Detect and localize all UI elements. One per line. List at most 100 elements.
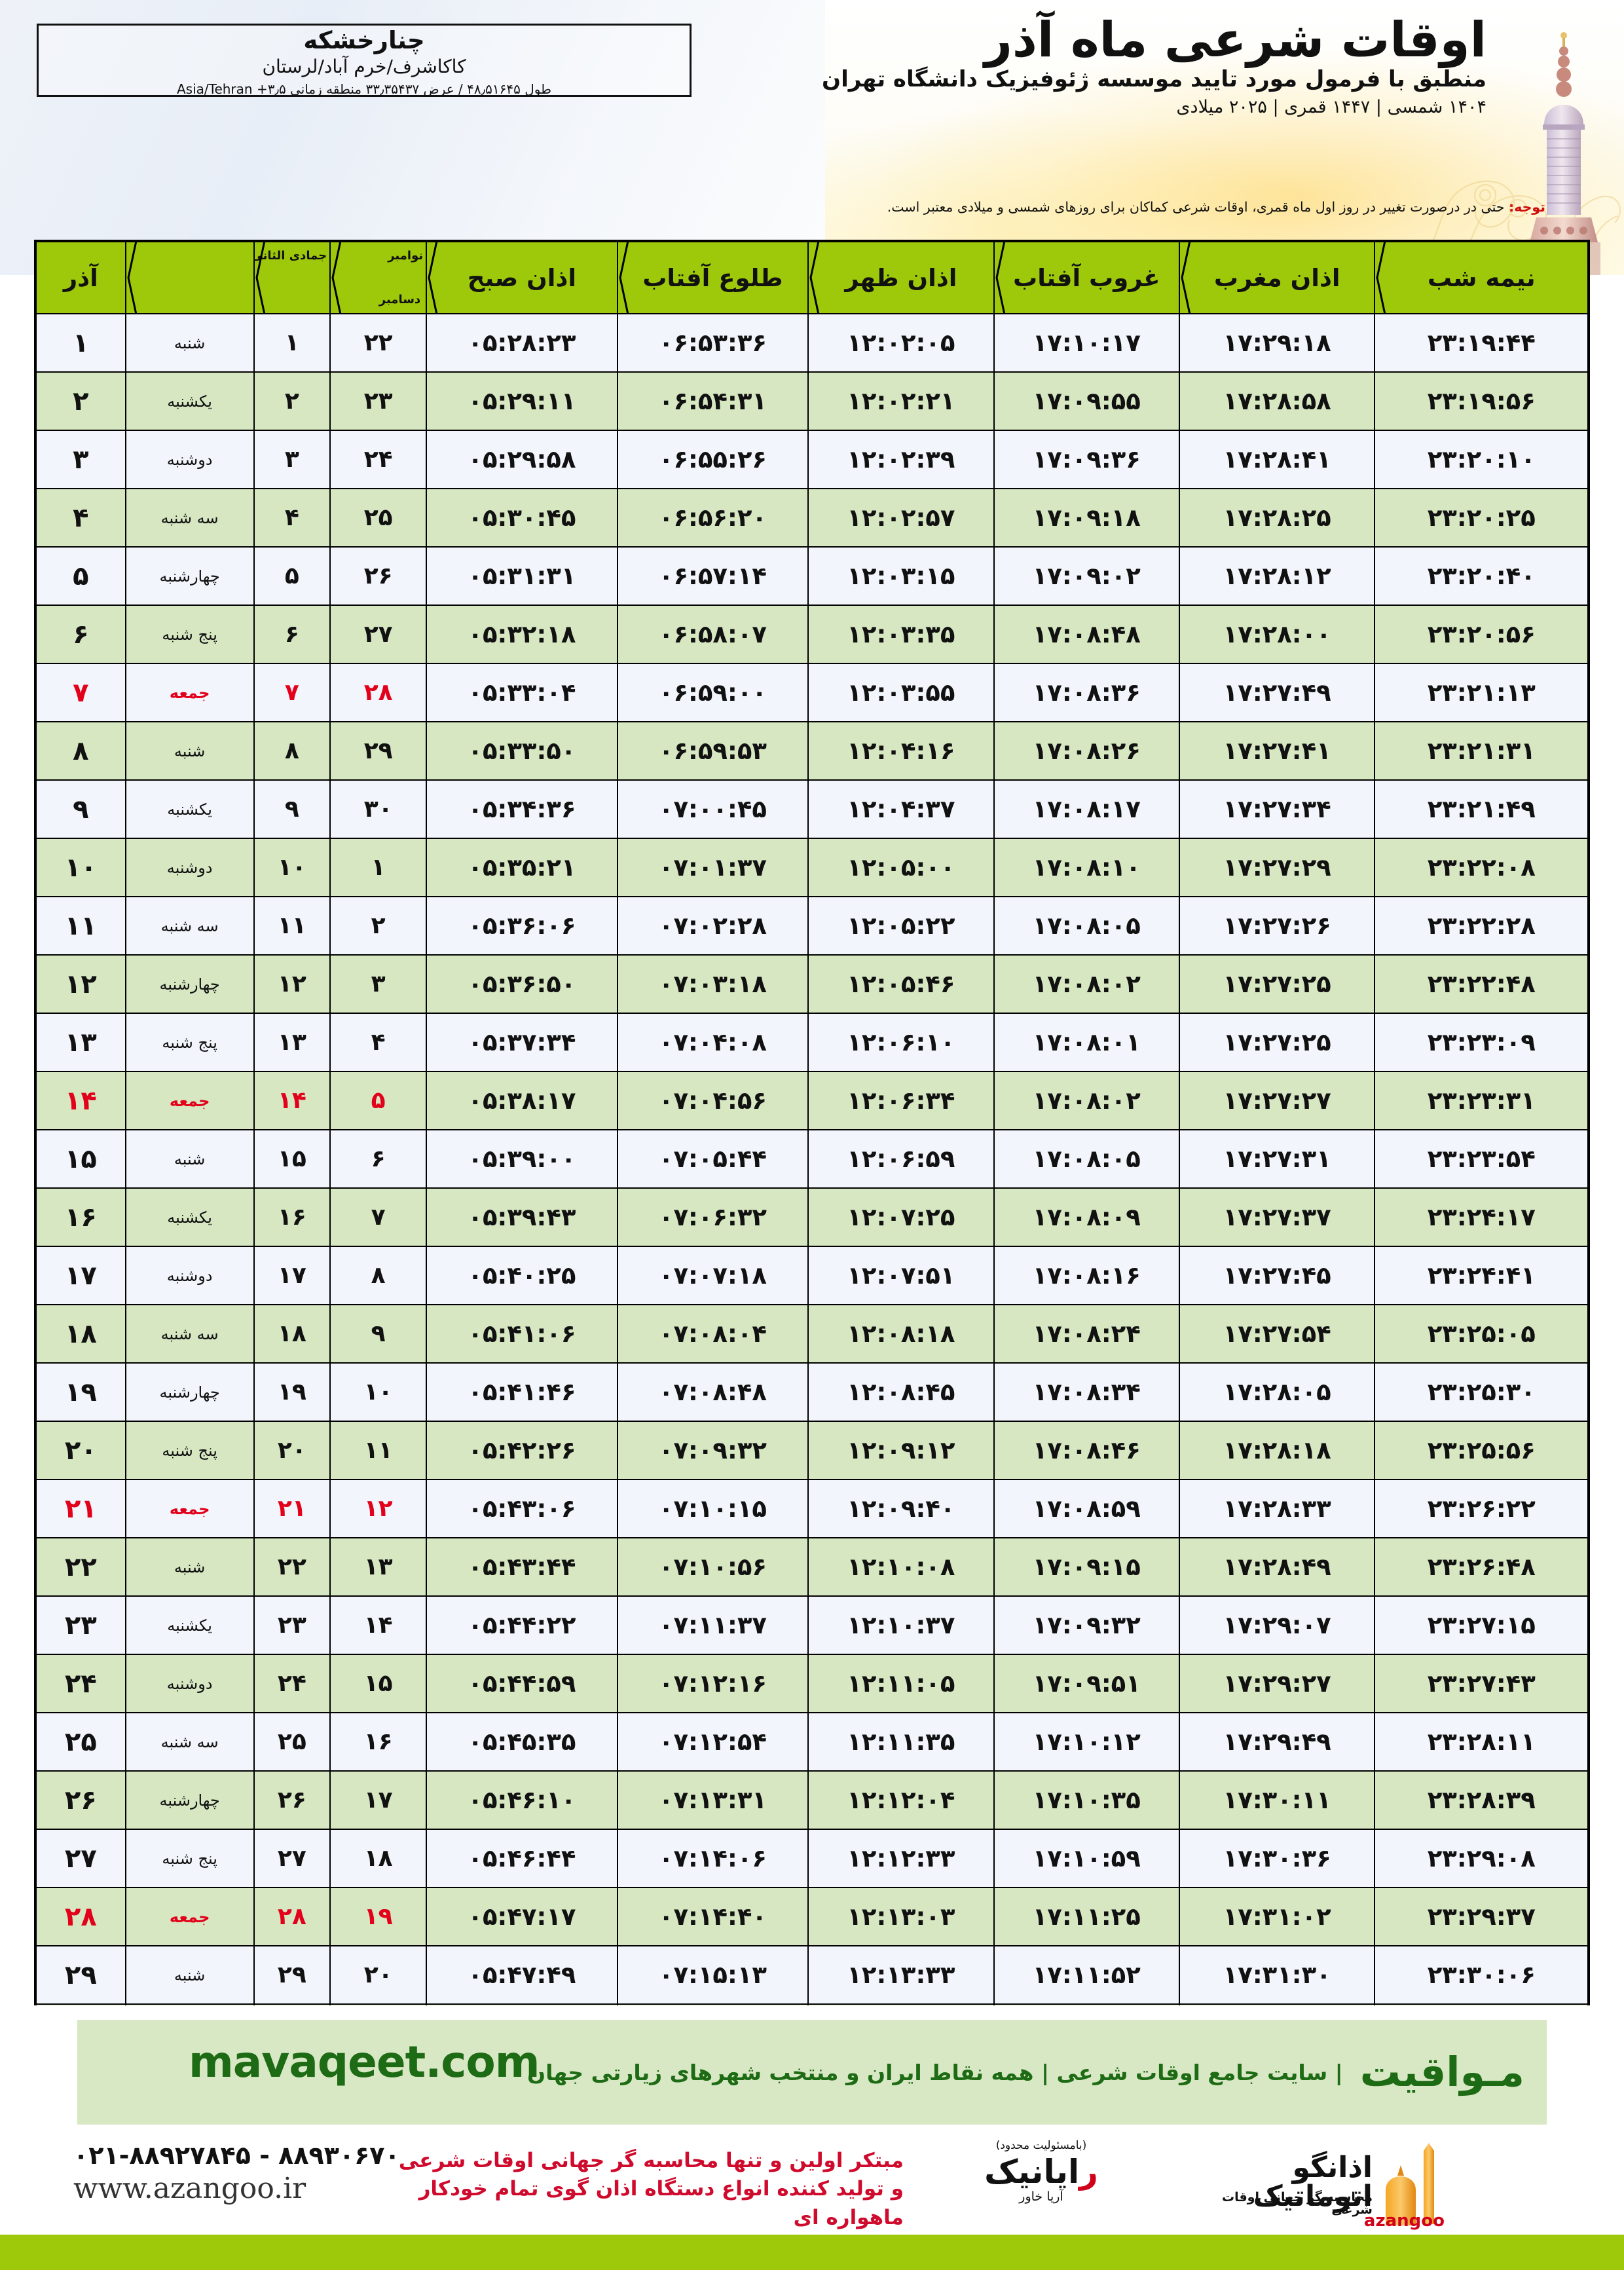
cell-maghrib: ۱۷:۳۱:۰۲	[1178, 1887, 1376, 1946]
cell-maghrib: ۱۷:۲۷:۴۱	[1178, 721, 1376, 781]
cell-sunset: ۱۷:۰۹:۵۵	[993, 371, 1180, 431]
cell-dhuhr: ۱۲:۰۳:۳۵	[807, 605, 995, 664]
brand-website-mavaqeet[interactable]: mavaqeet.com	[189, 2037, 540, 2087]
table-row: ۲۳:۲۲:۰۸ ۱۷:۲۷:۲۹ ۱۷:۰۸:۱۰ ۱۲:۰۵:۰۰ ۰۷:۰۱:۳۷…	[35, 838, 1589, 897]
note-text: حتی در درصورت تغییر در روز اول ماه قمری،…	[887, 199, 1505, 215]
cell-day: ۶	[35, 605, 126, 664]
page-header: چنارخشکه کاکاشرف/خرم آباد/لرستان طول ۴۸٫…	[0, 0, 1624, 275]
cell-maghrib: ۱۷:۳۱:۳۰	[1178, 1945, 1376, 2005]
table-row: ۲۳:۲۱:۳۱ ۱۷:۲۷:۴۱ ۱۷:۰۸:۲۶ ۱۲:۰۴:۱۶ ۰۶:۵۹:۵۳…	[35, 721, 1589, 781]
cell-day: ۵	[35, 546, 126, 606]
azangoo-name-fa: اذانگو اتوماتیک	[1253, 2151, 1374, 2213]
cell-greg: ۲۰	[329, 1945, 428, 2005]
cell-greg: ۲۳	[329, 371, 428, 431]
cell-midnight: ۲۳:۲۱:۱۳	[1374, 663, 1589, 722]
cell-weekday: چهارشنبه	[124, 1362, 255, 1422]
cell-day: ۱۶	[35, 1187, 126, 1247]
rayanik-main-text: رایانیک	[984, 2153, 1098, 2191]
cell-day: ۲۷	[35, 1829, 126, 1888]
table-row: ۲۳:۲۳:۳۱ ۱۷:۲۷:۲۷ ۱۷:۰۸:۰۲ ۱۲:۰۶:۳۴ ۰۷:۰۴:۵۶…	[35, 1071, 1589, 1130]
cell-lunar: ۲۲	[253, 1537, 331, 1597]
cell-lunar: ۲۸	[253, 1887, 331, 1946]
cell-weekday: شنبه	[124, 1129, 255, 1189]
cell-lunar: ۱۱	[253, 896, 331, 956]
cell-sunset: ۱۷:۱۰:۱۲	[993, 1712, 1180, 1772]
cell-sunset: ۱۷:۰۹:۳۶	[993, 430, 1180, 489]
cell-midnight: ۲۳:۲۵:۰۵	[1374, 1304, 1589, 1364]
cell-fajr: ۰۵:۴۷:۱۷	[426, 1887, 618, 1946]
cell-weekday: سه شنبه	[124, 1712, 255, 1772]
cell-midnight: ۲۳:۲۹:۳۷	[1374, 1887, 1589, 1946]
col-header-dhuhr: اذان ظهر	[807, 240, 995, 314]
col-header-fajr: اذان صبح	[426, 240, 618, 314]
cell-maghrib: ۱۷:۲۷:۲۹	[1178, 838, 1376, 897]
table-row: ۲۳:۲۰:۵۶ ۱۷:۲۸:۰۰ ۱۷:۰۸:۴۸ ۱۲:۰۳:۳۵ ۰۶:۵۸:۰۷…	[35, 605, 1589, 664]
cell-lunar: ۲۶	[253, 1770, 331, 1830]
table-row: ۲۳:۲۹:۳۷ ۱۷:۳۱:۰۲ ۱۷:۱۱:۲۵ ۱۲:۱۳:۰۳ ۰۷:۱۴:۴۰…	[35, 1887, 1589, 1946]
cell-midnight: ۲۳:۲۳:۳۱	[1374, 1071, 1589, 1130]
cell-midnight: ۲۳:۲۰:۱۰	[1374, 430, 1589, 489]
rayanik-rest: ایانیک	[984, 2153, 1080, 2191]
cell-midnight: ۲۳:۲۳:۵۴	[1374, 1129, 1589, 1189]
cell-fajr: ۰۵:۴۳:۰۶	[426, 1479, 618, 1538]
cell-weekday: شنبه	[124, 721, 255, 781]
table-row: ۲۳:۲۸:۳۹ ۱۷:۳۰:۱۱ ۱۷:۱۰:۳۵ ۱۲:۱۲:۰۴ ۰۷:۱۳:۳۱…	[35, 1770, 1589, 1830]
cell-fajr: ۰۵:۴۱:۰۶	[426, 1304, 618, 1364]
cell-sunset: ۱۷:۰۹:۱۵	[993, 1537, 1180, 1597]
cell-greg: ۶	[329, 1129, 428, 1189]
cell-greg: ۱۲	[329, 1479, 428, 1538]
table-row: ۲۳:۲۱:۴۹ ۱۷:۲۷:۳۴ ۱۷:۰۸:۱۷ ۱۲:۰۴:۳۷ ۰۷:۰۰:۴۵…	[35, 779, 1589, 839]
table-row: ۲۳:۲۳:۰۹ ۱۷:۲۷:۲۵ ۱۷:۰۸:۰۱ ۱۲:۰۶:۱۰ ۰۷:۰۴:۰۸…	[35, 1013, 1589, 1072]
cell-weekday: شنبه	[124, 1945, 255, 2005]
cell-sunrise: ۰۷:۰۴:۰۸	[616, 1013, 809, 1072]
cell-sunrise: ۰۶:۵۹:۵۳	[616, 721, 809, 781]
contact-block: ۰۲۱-۸۸۹۲۷۸۴۵ - ۸۸۹۳۰۶۷۰ www.azangoo.ir	[73, 2140, 400, 2206]
col-header-lunar: جمادی الثانی	[251, 240, 331, 314]
cell-lunar: ۱۴	[253, 1071, 331, 1130]
cell-dhuhr: ۱۲:۱۱:۰۵	[807, 1654, 995, 1713]
promo-red-text: مبتکر اولین و تنها محاسبه گر جهانی اوقات…	[367, 2147, 904, 2232]
table-row: ۲۳:۱۹:۵۶ ۱۷:۲۸:۵۸ ۱۷:۰۹:۵۵ ۱۲:۰۲:۲۱ ۰۶:۵۴:۳۱…	[35, 371, 1589, 431]
cell-greg: ۲۲	[329, 313, 428, 373]
website-azangoo[interactable]: www.azangoo.ir	[73, 2171, 306, 2205]
cell-lunar: ۸	[253, 721, 331, 781]
table-row: ۲۳:۳۰:۰۶ ۱۷:۳۱:۳۰ ۱۷:۱۱:۵۲ ۱۲:۱۳:۳۳ ۰۷:۱۵:۱۳…	[35, 1945, 1589, 2005]
cell-sunrise: ۰۷:۱۰:۱۵	[616, 1479, 809, 1538]
cell-greg: ۵	[329, 1071, 428, 1130]
cell-midnight: ۲۳:۱۹:۵۶	[1374, 371, 1589, 431]
cell-lunar: ۲	[253, 371, 331, 431]
table-row: ۲۳:۲۶:۲۲ ۱۷:۲۸:۳۳ ۱۷:۰۸:۵۹ ۱۲:۰۹:۴۰ ۰۷:۱۰:۱۵…	[35, 1479, 1589, 1538]
cell-midnight: ۲۳:۲۷:۱۵	[1374, 1595, 1589, 1655]
mosque-icon	[1386, 2143, 1434, 2225]
cell-weekday: دوشنبه	[124, 838, 255, 897]
table-row: ۲۳:۲۳:۵۴ ۱۷:۲۷:۳۱ ۱۷:۰۸:۰۵ ۱۲:۰۶:۵۹ ۰۷:۰۵:۴۴…	[35, 1129, 1589, 1189]
cell-dhuhr: ۱۲:۰۷:۲۵	[807, 1187, 995, 1247]
table-row: ۲۳:۲۰:۱۰ ۱۷:۲۸:۴۱ ۱۷:۰۹:۳۶ ۱۲:۰۲:۳۹ ۰۶:۵۵:۲۶…	[35, 430, 1589, 489]
cell-day: ۱۱	[35, 896, 126, 956]
cell-day: ۸	[35, 721, 126, 781]
cell-weekday: جمعه	[124, 663, 255, 722]
cell-sunrise: ۰۷:۰۵:۴۴	[616, 1129, 809, 1189]
cell-sunrise: ۰۷:۰۱:۳۷	[616, 838, 809, 897]
cell-dhuhr: ۱۲:۰۶:۱۰	[807, 1013, 995, 1072]
cell-sunset: ۱۷:۰۸:۳۴	[993, 1362, 1180, 1422]
cell-sunset: ۱۷:۰۸:۲۶	[993, 721, 1180, 781]
col-label-midnight: نیمه شب	[1427, 263, 1536, 292]
cell-sunset: ۱۷:۰۸:۵۹	[993, 1479, 1180, 1538]
promo-red-line-2: و تولید کننده انواع دستگاه اذان گوی تمام…	[418, 2177, 904, 2229]
cell-day: ۱۷	[35, 1246, 126, 1305]
location-coordinates: طول ۴۸٫۵۱۶۴۵ / عرض ۳۳٫۳۵۴۳۷ منطقه زمانی …	[176, 81, 551, 98]
cell-greg: ۹	[329, 1304, 428, 1364]
cell-lunar: ۱۹	[253, 1362, 331, 1422]
cell-fajr: ۰۵:۴۰:۲۵	[426, 1246, 618, 1305]
cell-sunrise: ۰۷:۰۳:۱۸	[616, 954, 809, 1014]
cell-midnight: ۲۳:۳۰:۰۶	[1374, 1945, 1589, 2005]
cell-weekday: دوشنبه	[124, 1246, 255, 1305]
cell-lunar: ۲۰	[253, 1421, 331, 1480]
promo-red-line-1: مبتکر اولین و تنها محاسبه گر جهانی اوقات…	[398, 2149, 904, 2172]
cell-fajr: ۰۵:۳۴:۳۶	[426, 779, 618, 839]
cell-midnight: ۲۳:۲۰:۵۶	[1374, 605, 1589, 664]
azangoo-subtitle: محاسبه گر جهانی اوقات شرعی	[1222, 2190, 1373, 2217]
cell-day: ۲۹	[35, 1945, 126, 2005]
cell-day: ۲۲	[35, 1537, 126, 1597]
